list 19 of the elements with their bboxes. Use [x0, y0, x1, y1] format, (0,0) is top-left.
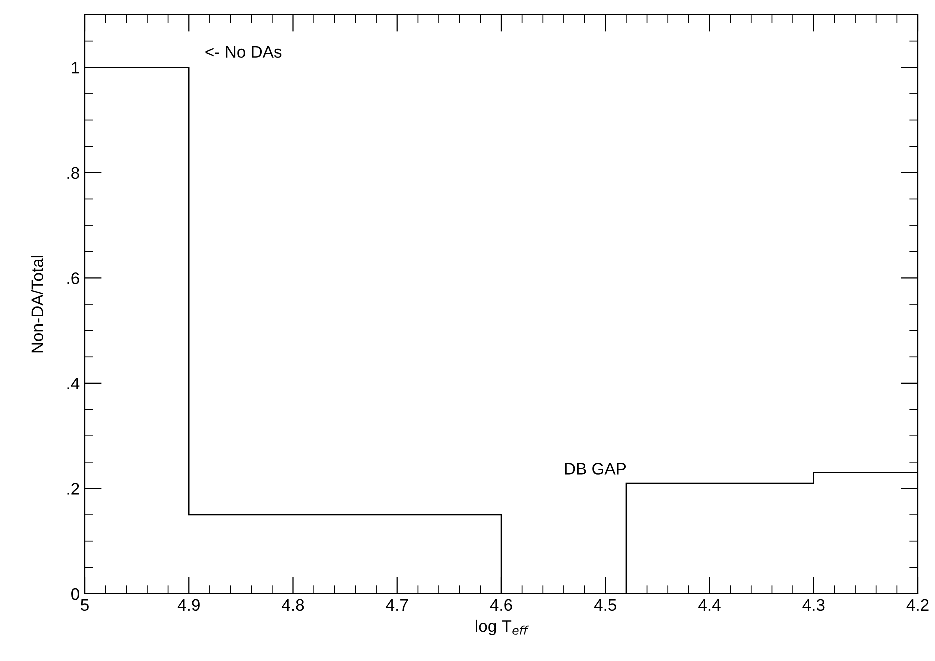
x-tick-label: 4.2	[906, 599, 929, 611]
y-tick-label: .4	[68, 378, 80, 390]
y-tick-label: .6	[68, 272, 80, 284]
x-tick-label: 4.8	[282, 599, 304, 612]
x-tick-label: 4.6	[490, 599, 512, 612]
y-tick-label: .2	[68, 483, 80, 495]
annotation: <- No DAs	[206, 46, 282, 58]
x-tick-label: 5	[81, 599, 89, 612]
y-axis-title: Non-DA/Total	[31, 256, 44, 353]
x-tick-label: 4.4	[698, 599, 721, 611]
y-tick-label: .8	[68, 167, 80, 180]
y-tick-label: 1	[72, 62, 80, 74]
x-tick-label: 4.7	[386, 599, 408, 611]
x-tick-label: 4.3	[802, 599, 825, 612]
annotation: DB GAP	[565, 463, 626, 475]
y-tick-label: 0	[72, 588, 80, 600]
x-tick-label: 4.5	[594, 599, 617, 612]
x-tick-label: 4.9	[178, 599, 200, 612]
x-axis-title: log T$_{eff}$	[476, 620, 529, 636]
